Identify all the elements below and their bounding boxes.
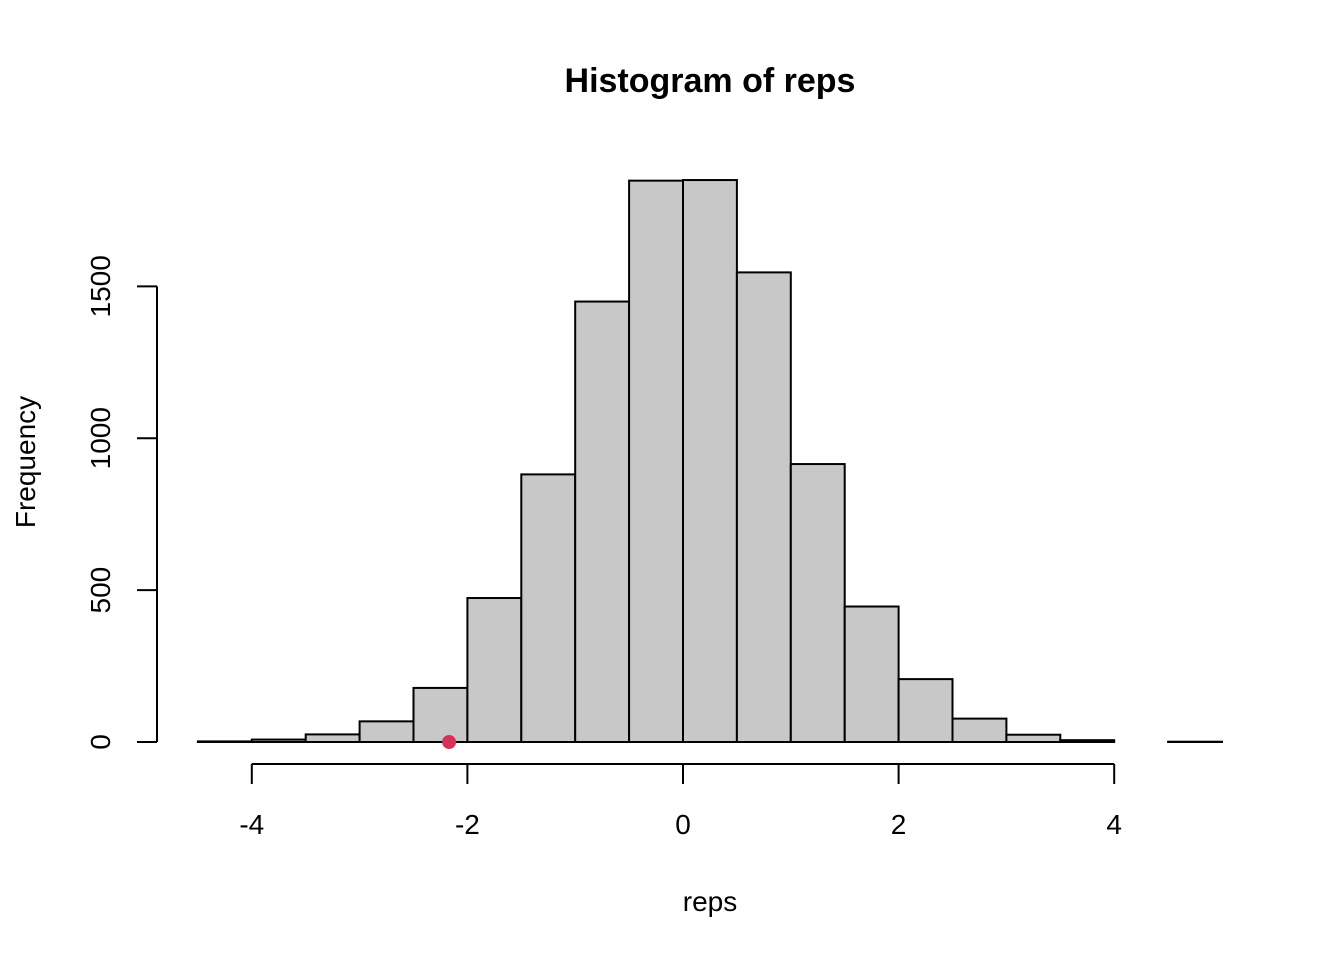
observed-value-point xyxy=(442,735,457,749)
y-tick-label-1: 500 xyxy=(85,567,116,614)
histogram-bar-12 xyxy=(843,605,900,743)
histogram-bar-3 xyxy=(358,720,415,743)
x-tick-label-1: -2 xyxy=(455,809,480,840)
x-tick-label-4: 4 xyxy=(1106,809,1122,840)
histogram-bar-8 xyxy=(628,179,684,743)
histogram-bar-7 xyxy=(574,300,631,743)
histogram-bar-16 xyxy=(1059,739,1116,743)
x-tick-label-2: 0 xyxy=(675,809,691,840)
histogram-bar-9 xyxy=(682,179,738,743)
x-tick-label-0: -4 xyxy=(239,809,264,840)
y-axis-label: Frequency xyxy=(10,396,41,528)
histogram-bar-5 xyxy=(466,597,523,743)
histogram-bar-15 xyxy=(1005,733,1062,744)
histogram-bar-11 xyxy=(789,463,846,743)
x-axis: -4 -2 0 2 4 xyxy=(239,763,1122,840)
histogram-bar-2 xyxy=(304,733,361,744)
x-tick-label-3: 2 xyxy=(891,809,907,840)
histogram-bar-10 xyxy=(735,271,792,743)
y-tick-label-2: 1000 xyxy=(85,407,116,469)
histogram-bar-6 xyxy=(520,473,577,743)
histogram-bar-1 xyxy=(250,738,307,744)
histogram-bar-0 xyxy=(196,740,253,743)
x-axis-label: reps xyxy=(683,886,737,917)
y-tick-label-3: 1500 xyxy=(85,255,116,317)
marker-layer xyxy=(442,735,457,749)
chart-title: Histogram of reps xyxy=(565,62,856,100)
y-axis: 0 500 1000 1500 xyxy=(85,255,158,750)
y-tick-label-0: 0 xyxy=(85,734,116,750)
histogram-bar-4 xyxy=(412,686,469,744)
histogram-bar-13 xyxy=(897,678,954,744)
histogram-bar-14 xyxy=(951,717,1008,743)
bars-group xyxy=(196,179,1223,744)
